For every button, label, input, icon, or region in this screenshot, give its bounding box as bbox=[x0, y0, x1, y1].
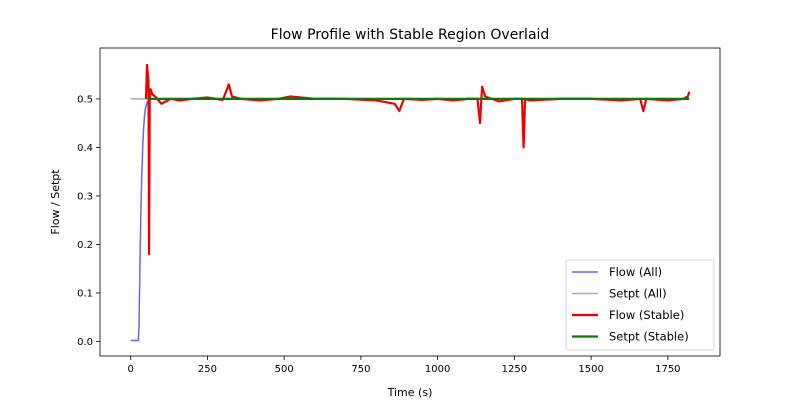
legend-entry: Setpt (All) bbox=[609, 287, 667, 301]
y-tick-label: 0.2 bbox=[77, 240, 93, 251]
legend-entry: Setpt (Stable) bbox=[609, 330, 689, 344]
chart-title: Flow Profile with Stable Region Overlaid bbox=[271, 27, 550, 43]
y-tick-label: 0.1 bbox=[77, 288, 93, 299]
legend-box bbox=[565, 259, 715, 351]
legend-entry: Flow (Stable) bbox=[609, 308, 684, 322]
x-tick-label: 1750 bbox=[655, 364, 680, 375]
series-line-3 bbox=[144, 63, 691, 256]
y-tick-label: 0.0 bbox=[77, 337, 93, 348]
y-axis-label: Flow / Setpt bbox=[49, 169, 62, 235]
legend-entry: Flow (All) bbox=[609, 265, 662, 279]
x-tick-label: 0 bbox=[128, 364, 134, 375]
series-line-1 bbox=[130, 101, 149, 342]
plot-lines bbox=[130, 63, 691, 342]
x-axis-label: Time (s) bbox=[387, 386, 433, 399]
x-tick-label: 1500 bbox=[578, 364, 603, 375]
y-tick-label: 0.4 bbox=[77, 143, 93, 154]
y-tick-label: 0.3 bbox=[77, 191, 93, 202]
x-axis: 0 250 500 750 1000 1250 1500 1750 bbox=[128, 356, 681, 375]
x-tick-label: 750 bbox=[351, 364, 370, 375]
y-axis: 0.0 0.1 0.2 0.3 0.4 0.5 bbox=[77, 94, 100, 348]
x-tick-label: 1250 bbox=[502, 364, 527, 375]
x-tick-label: 250 bbox=[198, 364, 217, 375]
legend: Flow (All) Setpt (All) Flow (Stable) Setpt … bbox=[565, 259, 715, 351]
x-tick-label: 500 bbox=[275, 364, 294, 375]
plot-frame bbox=[99, 47, 721, 357]
x-tick-label: 1000 bbox=[425, 364, 450, 375]
y-tick-label: 0.5 bbox=[77, 94, 93, 105]
